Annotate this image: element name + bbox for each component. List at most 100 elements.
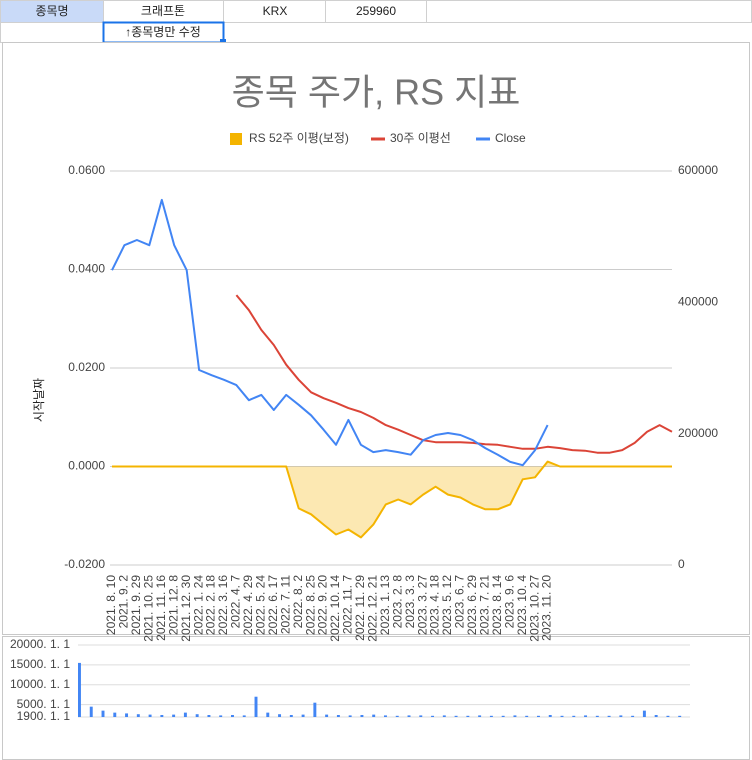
bar — [395, 715, 399, 717]
bar — [219, 715, 223, 717]
x-tick-label: 2021. 9. 29 — [129, 575, 143, 635]
bar — [231, 715, 234, 717]
bar — [478, 715, 482, 717]
y-tick-label: -0.0200 — [64, 557, 105, 571]
bar — [325, 714, 329, 717]
bar — [595, 715, 599, 717]
bar — [654, 715, 658, 717]
y2-tick-label: 200000 — [678, 426, 718, 440]
cell-text: 259960 — [356, 4, 396, 18]
bar — [78, 662, 81, 717]
bar — [266, 712, 270, 717]
x-tick-label: 2023. 1. 13 — [378, 575, 392, 635]
x-tick-label: 2023. 4. 18 — [428, 575, 442, 635]
bar — [278, 714, 282, 717]
y2-tick-label: 0 — [678, 557, 685, 571]
bar — [489, 715, 493, 717]
x-tick-label: 2021. 8. 10 — [104, 575, 118, 635]
bar — [360, 715, 364, 717]
x-tick-label: 2021. 9. 2 — [117, 575, 131, 629]
bar — [431, 715, 435, 717]
x-tick-label: 2022. 8. 2 — [291, 575, 305, 629]
x-tick-label: 2022. 5. 24 — [254, 575, 268, 635]
x-tick-label: 2023. 5. 12 — [440, 575, 454, 635]
bar — [313, 702, 317, 717]
bar — [513, 715, 517, 717]
x-tick-label: 2023. 7. 21 — [478, 575, 492, 635]
bar — [195, 714, 199, 717]
x-tick-label: 2023. 8. 14 — [490, 575, 504, 635]
line — [111, 198, 549, 467]
x-tick-label: 2023. 3. 3 — [403, 575, 417, 629]
bar — [619, 715, 623, 717]
cell[interactable] — [0, 22, 104, 43]
x-tick-label: 2023. 2. 8 — [390, 575, 404, 629]
x-tick-label: 2022. 3. 16 — [216, 575, 230, 635]
legend-label: Close — [495, 131, 526, 145]
cell[interactable] — [426, 0, 752, 23]
bar — [525, 715, 529, 717]
x-tick-label: 2022. 12. 21 — [366, 575, 380, 642]
legend-label: RS 52주 이평(보정) — [249, 131, 349, 145]
x-tick-label: 2021. 11. 16 — [154, 575, 168, 641]
cell-text: KRX — [263, 4, 288, 18]
x-tick-label: 2022. 4. 29 — [241, 575, 255, 635]
bar — [537, 715, 540, 717]
bar — [548, 715, 552, 717]
x-tick-label: 2021. 12. 30 — [179, 575, 193, 642]
bar — [101, 710, 105, 717]
bar — [125, 713, 129, 717]
x-tick-label: 2023. 9. 6 — [502, 575, 516, 629]
x-tick-label: 2022. 11. 7 — [341, 575, 355, 634]
y-tick-label: 0.0600 — [68, 163, 105, 177]
bar — [172, 714, 176, 717]
x-tick-label: 2021. 10. 25 — [142, 575, 156, 642]
y-axis-title: 시작날짜 — [32, 378, 46, 422]
legend-swatch — [230, 133, 242, 145]
legend-label: 30주 이평선 — [390, 131, 451, 145]
bar — [466, 715, 470, 717]
bar — [254, 696, 258, 717]
bar — [348, 715, 352, 717]
cell-text: 종목명 — [35, 4, 68, 18]
bar — [454, 715, 458, 717]
bar — [560, 715, 564, 717]
bar — [289, 715, 293, 717]
bar — [631, 715, 635, 717]
bar — [372, 714, 376, 717]
x-tick-label: 2022. 2. 18 — [204, 575, 218, 635]
x-tick-label: 2023. 10. 4 — [515, 575, 529, 635]
bar — [666, 715, 670, 717]
cell-text: ↑종목명만 수정 — [125, 25, 201, 39]
x-tick-label: 2023. 11. 20 — [540, 575, 554, 641]
bar — [642, 710, 646, 717]
y-tick-label: 1900. 1. 1 — [17, 709, 71, 723]
area-fill — [112, 461, 672, 538]
chart-frame[interactable] — [2, 42, 750, 635]
bar — [207, 715, 211, 717]
bar — [407, 715, 411, 717]
x-tick-label: 2022. 6. 17 — [266, 575, 280, 635]
bar — [113, 712, 117, 717]
x-tick-label: 2022. 10. 14 — [328, 575, 342, 642]
bar — [148, 714, 152, 717]
y2-tick-label: 600000 — [678, 163, 718, 177]
bar — [584, 715, 588, 717]
bar — [183, 712, 187, 717]
bar — [136, 714, 140, 717]
x-tick-label: 2022. 8. 25 — [303, 575, 317, 635]
bar — [336, 715, 340, 717]
bar — [160, 715, 164, 717]
x-tick-label: 2023. 3. 27 — [415, 575, 429, 635]
chart-frame[interactable] — [2, 636, 750, 760]
x-tick-label: 2023. 6. 7 — [453, 575, 467, 629]
bar — [242, 715, 246, 717]
x-tick-label: 2022. 7. 11 — [278, 575, 292, 634]
bar — [501, 715, 505, 717]
y-tick-label: 15000. 1. 1 — [10, 657, 70, 671]
x-tick-label: 2023. 10. 27 — [527, 575, 541, 642]
y-tick-label: 20000. 1. 1 — [10, 637, 70, 651]
bar — [301, 714, 305, 717]
y-tick-label: 0.0400 — [68, 262, 105, 276]
